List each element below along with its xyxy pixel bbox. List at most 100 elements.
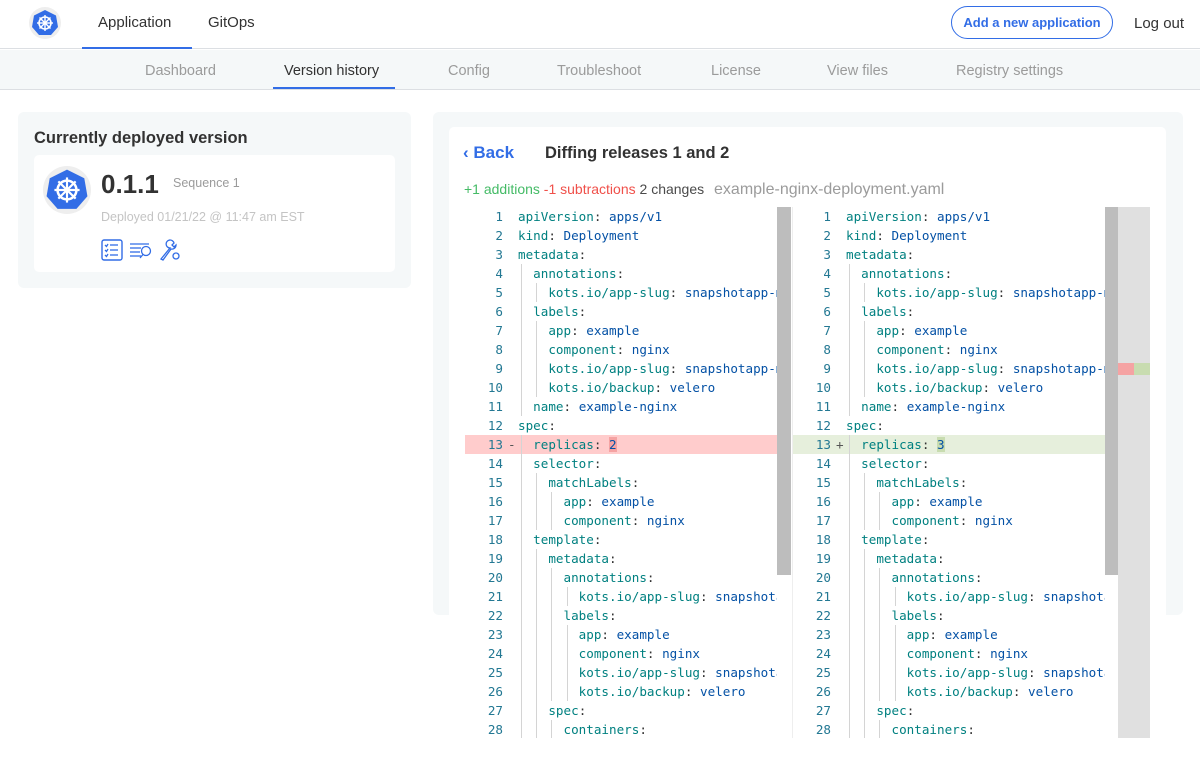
yaml-value: snapshotapp-mu <box>1012 361 1105 376</box>
add-application-button[interactable]: Add a new application <box>951 6 1113 39</box>
code-line: 8 component: nginx <box>465 340 791 359</box>
subtab-view-files[interactable]: View files <box>827 63 888 79</box>
yaml-value: nginx <box>959 342 998 357</box>
yaml-key: app <box>906 627 930 642</box>
line-number: 21 <box>487 589 503 604</box>
line-number: 24 <box>815 646 831 661</box>
version-label: 0.1.1 <box>101 169 159 199</box>
code-line: 13- replicas: 2 <box>465 435 791 454</box>
yaml-key: kots.io/backup <box>876 380 983 395</box>
back-label: Back <box>473 143 515 162</box>
logout-link[interactable]: Log out <box>1134 15 1185 32</box>
tab-application[interactable]: Application <box>82 14 192 49</box>
subtab-registry-settings[interactable]: Registry settings <box>956 63 1064 79</box>
subtab-dashboard[interactable]: Dashboard <box>145 63 216 79</box>
yaml-key: kots.io/app-slug <box>906 665 1028 680</box>
line-number: 14 <box>815 456 831 471</box>
yaml-key: kots.io/app-slug <box>876 361 998 376</box>
back-button[interactable]: ‹ Back <box>463 143 514 163</box>
line-number: 18 <box>487 532 503 547</box>
code-line: 3 metadata: <box>793 245 1118 264</box>
tab-gitops[interactable]: GitOps <box>208 14 255 31</box>
yaml-value: example <box>601 494 655 509</box>
code-line: 20 annotations: <box>793 568 1118 587</box>
line-number: 28 <box>487 722 503 737</box>
line-number: 23 <box>815 627 831 642</box>
code-line: 4 annotations: <box>465 264 791 283</box>
diff-stats: +1 additions -1 subtractions 2 changes e… <box>464 181 944 199</box>
subtab-version-history[interactable]: Version history <box>284 63 380 79</box>
yaml-key: matchLabels <box>876 475 960 490</box>
code-line: 5 kots.io/app-slug: snapshotapp-mu <box>793 283 1118 302</box>
diff-card: ‹ Back Diffing releases 1 and 2 +1 addit… <box>449 127 1166 738</box>
line-number: 28 <box>815 722 831 737</box>
line-number: 17 <box>487 513 503 528</box>
app-logo[interactable] <box>29 7 61 39</box>
line-number: 13 <box>815 437 831 452</box>
line-number: 22 <box>815 608 831 623</box>
code-line: 26 kots.io/backup: velero <box>793 682 1118 701</box>
line-number: 15 <box>487 475 503 490</box>
yaml-value: snapshotap <box>1043 665 1105 680</box>
yaml-key: annotations <box>891 570 975 585</box>
diff-editor-modified[interactable]: 1 apiVersion: apps/v1 2 kind: Deployment 3 me… <box>792 207 1118 738</box>
troubleshoot-icon[interactable] <box>159 239 181 261</box>
yaml-value: example <box>586 323 640 338</box>
yaml-key: app <box>891 494 915 509</box>
yaml-key: component <box>563 513 632 528</box>
deployed-date: Deployed 01/21/22 @ 11:47 am EST <box>101 210 305 224</box>
line-number: 21 <box>815 589 831 604</box>
line-number: 12 <box>815 418 831 433</box>
yaml-value: nginx <box>662 646 701 661</box>
line-number: 2 <box>823 228 831 243</box>
overview-ruler[interactable] <box>1118 207 1150 738</box>
subtab-troubleshoot[interactable]: Troubleshoot <box>557 63 642 79</box>
line-number: 11 <box>487 399 503 414</box>
line-number: 24 <box>487 646 503 661</box>
yaml-key: template <box>861 532 922 547</box>
view-logs-icon[interactable] <box>129 239 153 261</box>
line-number: 20 <box>487 570 503 585</box>
yaml-key: containers <box>563 722 640 737</box>
code-line: 16 app: example <box>465 492 791 511</box>
yaml-key: labels <box>533 304 579 319</box>
yaml-value: example <box>929 494 983 509</box>
code-line: 25 kots.io/app-slug: snapshotap <box>465 663 791 682</box>
code-line: 12 spec: <box>793 416 1118 435</box>
active-tab-indicator <box>273 87 395 89</box>
vertical-scrollbar[interactable] <box>1105 207 1118 575</box>
vertical-scrollbar[interactable] <box>777 207 791 575</box>
yaml-key: apiVersion <box>846 209 922 224</box>
line-number: 23 <box>487 627 503 642</box>
yaml-key: kots.io/backup <box>578 684 685 699</box>
yaml-key: kind <box>518 228 549 243</box>
yaml-key: app <box>578 627 602 642</box>
line-number: 18 <box>815 532 831 547</box>
line-number: 8 <box>823 342 831 357</box>
code-line: 7 app: example <box>793 321 1118 340</box>
line-number: 1 <box>823 209 831 224</box>
code-line: 21 kots.io/app-slug: snapshotap <box>793 587 1118 606</box>
subtab-config[interactable]: Config <box>448 63 490 79</box>
diff-editor-original[interactable]: 1 apiVersion: apps/v1 2 kind: Deployment 3 me… <box>465 207 791 738</box>
kubernetes-helm-icon <box>32 10 58 35</box>
code-line: 9 kots.io/app-slug: snapshotapp-mu <box>465 359 791 378</box>
line-number: 5 <box>823 285 831 300</box>
code-line: 10 kots.io/backup: velero <box>465 378 791 397</box>
yaml-key: selector <box>533 456 594 471</box>
code-line: 23 app: example <box>465 625 791 644</box>
line-number: 13 <box>487 437 503 452</box>
yaml-value: nginx <box>631 342 670 357</box>
line-number: 20 <box>815 570 831 585</box>
sequence-label: Sequence 1 <box>173 176 240 190</box>
line-number: 15 <box>815 475 831 490</box>
release-notes-icon[interactable] <box>101 239 123 261</box>
file-name: example-nginx-deployment.yaml <box>714 181 945 198</box>
yaml-value: example <box>914 323 968 338</box>
line-number: 3 <box>823 247 831 262</box>
line-number: 8 <box>495 342 503 357</box>
yaml-key: matchLabels <box>548 475 632 490</box>
code-line: 20 annotations: <box>465 568 791 587</box>
code-line: 21 kots.io/app-slug: snapshotap <box>465 587 791 606</box>
subtab-license[interactable]: License <box>711 63 761 79</box>
